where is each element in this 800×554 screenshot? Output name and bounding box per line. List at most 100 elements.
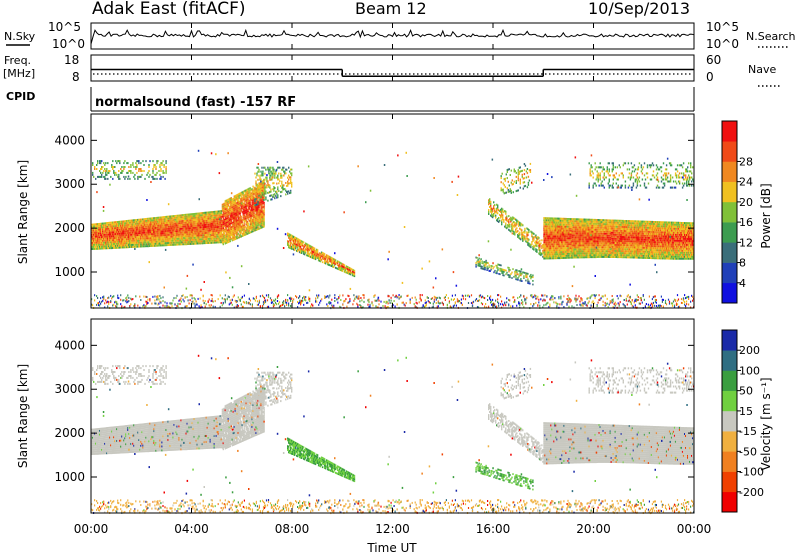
power-cell (136, 224, 138, 227)
power-cell (193, 224, 195, 227)
power-cell (115, 238, 117, 241)
power-cell (241, 227, 243, 230)
power-cell (224, 230, 226, 233)
power-cell (123, 226, 125, 229)
power-cell (159, 177, 161, 180)
power-cell (195, 300, 197, 303)
power-cell (227, 208, 229, 211)
power-cell (520, 228, 522, 231)
power-cell (209, 233, 211, 236)
power-cell (141, 239, 143, 242)
power-cell (308, 253, 311, 256)
power-cell (159, 218, 161, 221)
power-cell (283, 302, 285, 305)
power-cell (519, 237, 521, 240)
power-cell (494, 208, 496, 210)
power-cell (181, 295, 183, 297)
power-cell (216, 233, 218, 236)
power-cell (108, 245, 110, 248)
power-cell (273, 168, 275, 171)
power-cell (641, 301, 643, 304)
power-cell (157, 234, 159, 237)
power-cell (214, 232, 216, 234)
power-cell (171, 225, 173, 228)
power-cell (184, 219, 186, 222)
power-cell (125, 297, 127, 300)
power-cell (222, 217, 224, 220)
power-cell (596, 304, 598, 307)
power-cell (135, 168, 137, 170)
power-cell (177, 226, 179, 229)
power-cell (218, 241, 220, 244)
power-cell (208, 217, 210, 220)
power-cell (244, 203, 246, 206)
power-cell (240, 193, 242, 196)
power-cell (199, 234, 201, 237)
power-cell (214, 224, 216, 227)
power-cell (234, 218, 236, 221)
power-cell (254, 198, 256, 201)
power-cell (109, 221, 111, 224)
power-cell (500, 295, 502, 298)
power-cell (180, 231, 182, 234)
power-cell (174, 222, 176, 225)
power-cell (234, 224, 236, 227)
power-cell (524, 237, 526, 240)
power-cell (306, 254, 309, 257)
power-cell (102, 296, 104, 299)
power-cell (522, 234, 524, 236)
power-cell (574, 298, 576, 301)
power-cell (179, 303, 181, 305)
power-cell (161, 222, 163, 225)
power-cell (261, 206, 263, 209)
power-cell (185, 227, 187, 230)
power-cell (425, 304, 427, 307)
power-cell (441, 301, 443, 304)
power-cell (109, 239, 111, 242)
power-cell (547, 301, 549, 304)
power-cell (98, 302, 100, 305)
power-cell (413, 303, 415, 306)
power-cell (170, 233, 172, 236)
power-cell (165, 238, 167, 241)
power-cell (252, 201, 254, 204)
power-cell (299, 241, 302, 244)
power-cell (121, 244, 123, 247)
power-cell (278, 190, 280, 192)
power-cell (202, 238, 204, 241)
power-cell (606, 302, 608, 305)
power-cell (136, 236, 138, 239)
power-cell (237, 225, 239, 227)
power-cell (92, 233, 94, 236)
power-cell (205, 236, 207, 238)
power-cell (114, 246, 116, 249)
power-cell (125, 175, 127, 178)
power-cell (138, 168, 140, 170)
power-cell (206, 213, 208, 216)
power-cell (539, 251, 541, 254)
power-cell (508, 221, 510, 223)
power-cell (182, 218, 184, 220)
power-cell (161, 226, 163, 229)
power-cell (144, 225, 146, 228)
power-cell (101, 230, 103, 233)
power-cell (228, 223, 230, 226)
power-cell (246, 212, 248, 215)
power-cell (123, 238, 125, 241)
power-cell (209, 223, 211, 226)
power-cell (531, 231, 533, 234)
power-cell (174, 238, 176, 240)
power-cell (189, 239, 191, 241)
power-cell (146, 233, 148, 236)
power-cell (497, 294, 499, 297)
power-cell (242, 228, 244, 231)
power-cell (293, 235, 295, 238)
power-cell (155, 240, 157, 243)
power-cell (688, 303, 690, 306)
power-cell (147, 171, 149, 174)
power-cell (214, 212, 216, 215)
power-cell (262, 212, 264, 215)
power-cell (222, 209, 224, 212)
power-cell (183, 221, 185, 224)
power-cell (151, 223, 153, 226)
